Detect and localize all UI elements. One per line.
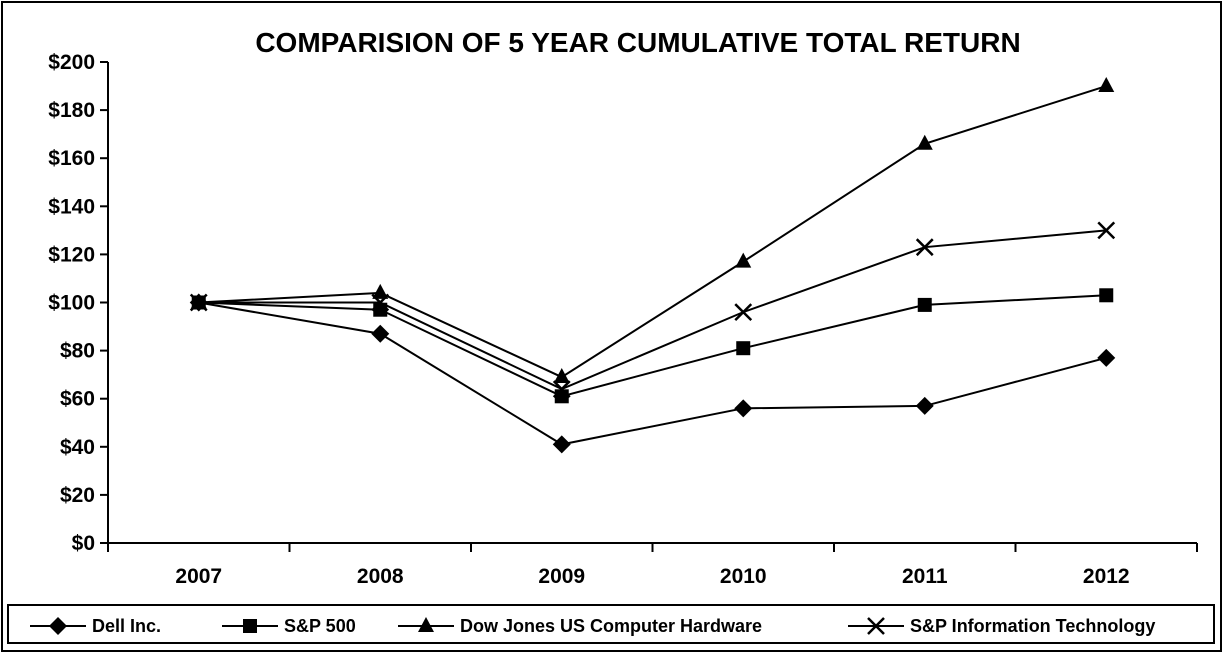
legend-marker-x — [867, 617, 885, 635]
x-tick-label: 2008 — [357, 565, 404, 588]
y-tick-label: $100 — [48, 292, 95, 315]
data-point-triangle — [372, 283, 389, 299]
x-tick-label: 2010 — [720, 565, 767, 588]
y-tick-label: $0 — [72, 532, 95, 555]
series-layer — [189, 77, 1116, 454]
data-point-triangle — [553, 368, 570, 384]
y-tick-label: $160 — [48, 147, 95, 170]
legend-label: S&P Information Technology — [910, 616, 1155, 636]
legend-item: S&P 500 — [222, 616, 356, 636]
x-tick-label: 2007 — [175, 565, 222, 588]
data-point-diamond — [915, 396, 934, 415]
y-tick-label: $60 — [60, 388, 95, 411]
axes: $0 $20 $40 $60 $80 $100 $120 $140 $160 $180 $200 20… — [48, 51, 1198, 588]
data-point-x — [915, 238, 934, 257]
legend-marker-square — [243, 619, 257, 633]
data-point-x — [371, 293, 390, 312]
y-tick-label: $200 — [48, 51, 95, 74]
series-line — [198, 301, 1107, 446]
data-point-triangle — [735, 252, 752, 268]
data-point-triangle — [1098, 77, 1115, 93]
data-point-triangle — [916, 134, 933, 150]
x-tick-label: 2012 — [1083, 565, 1130, 588]
data-point-diamond — [371, 324, 390, 343]
series-line — [198, 229, 1107, 391]
x-tick-label: 2009 — [538, 565, 585, 588]
legend-label: Dow Jones US Computer Hardware — [460, 616, 762, 636]
y-tick-label: $140 — [48, 195, 95, 218]
legend-item: Dow Jones US Computer Hardware — [398, 616, 762, 636]
data-point-square — [917, 297, 932, 312]
y-tick-label: $20 — [60, 484, 95, 507]
y-tick-label: $80 — [60, 340, 95, 363]
data-point-diamond — [734, 399, 753, 418]
legend-marker-diamond — [49, 617, 67, 635]
y-tick-label: $180 — [48, 99, 95, 122]
series-line — [198, 294, 1107, 398]
data-point-diamond — [552, 435, 571, 454]
series-4 — [189, 221, 1116, 398]
y-tick-label: $40 — [60, 436, 95, 459]
series-line — [198, 85, 1107, 379]
data-point-x — [552, 380, 571, 398]
legend: Dell Inc. S&P 500 Dow Jones US Computer Ha… — [7, 604, 1215, 644]
data-point-square — [736, 341, 751, 356]
legend-item: Dell Inc. — [30, 616, 161, 636]
legend-label: Dell Inc. — [92, 616, 161, 636]
legend-label: S&P 500 — [284, 616, 356, 636]
legend-item: S&P Information Technology — [848, 616, 1155, 636]
data-point-diamond — [1097, 348, 1116, 367]
y-tick-label: $120 — [48, 243, 95, 266]
data-point-square — [554, 389, 569, 404]
chart-title: COMPARISION OF 5 YEAR CUMULATIVE TOTAL R… — [255, 27, 1020, 58]
x-tick-label: 2011 — [902, 565, 948, 588]
data-point-square — [1099, 288, 1114, 303]
data-point-x — [734, 303, 753, 322]
legend-box — [7, 604, 1215, 644]
data-point-x — [1097, 221, 1116, 240]
legend-marker-triangle — [418, 617, 434, 632]
data-point-x — [189, 293, 208, 312]
